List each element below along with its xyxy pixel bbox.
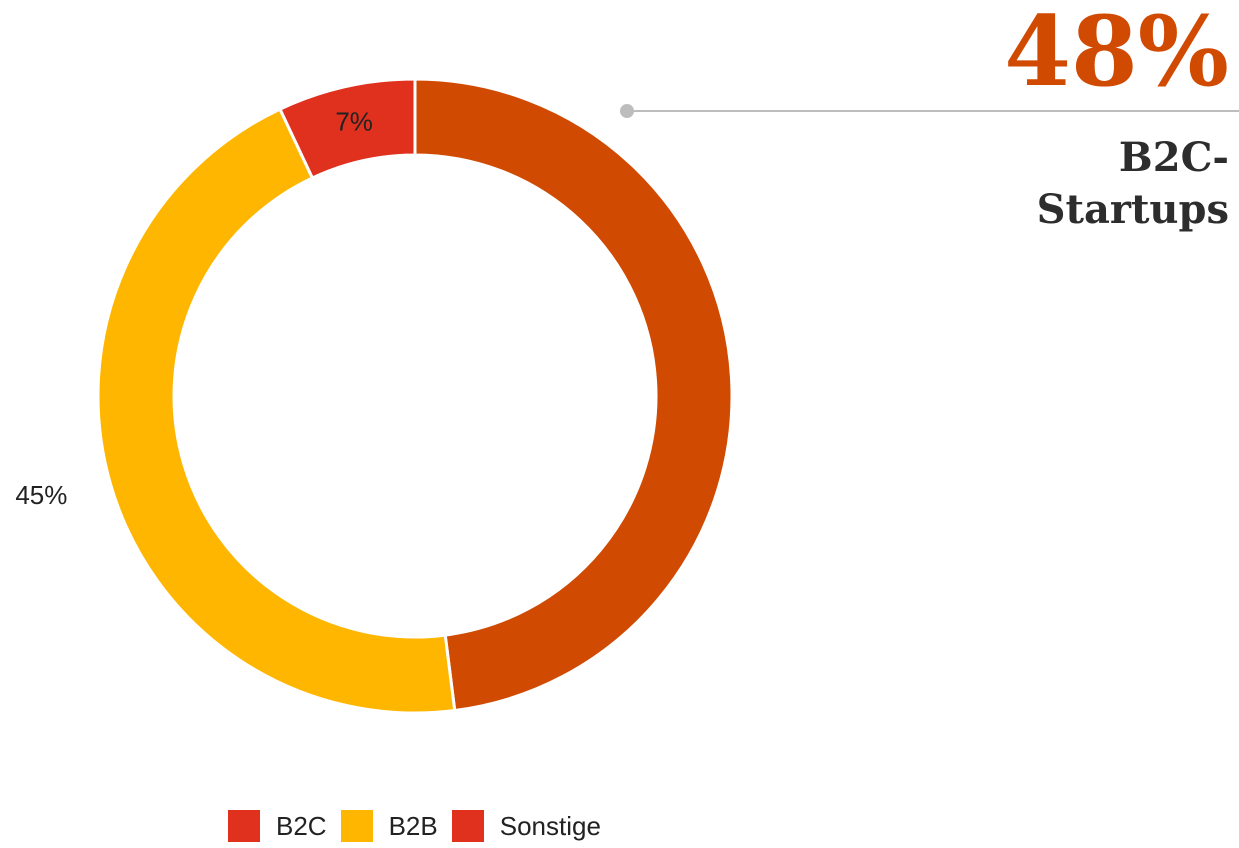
legend-item-b2b[interactable]: B2B (340, 810, 438, 842)
callout-line (627, 110, 1239, 112)
callout-dot (620, 104, 634, 118)
slice-sonstige[interactable] (278, 77, 417, 180)
donut-chart: 45% 7% (15, 77, 734, 715)
slice-label-b2b: 45% (15, 480, 67, 510)
chart-legend: B2C B2B Sonstige (228, 810, 615, 842)
callout-caption: B2C-Startups (1036, 134, 1229, 233)
slice-b2b[interactable] (96, 107, 457, 715)
legend-label-b2b: B2B (388, 810, 438, 841)
legend-label-b2c: B2C (276, 810, 327, 841)
legend-swatch-b2c (228, 810, 260, 842)
callout-value: 48% (1004, 0, 1229, 108)
legend-swatch-sonstige (451, 810, 484, 842)
legend-item-b2c[interactable]: B2C (228, 810, 327, 842)
legend-item-sonstige[interactable]: Sonstige (451, 810, 601, 842)
legend-label-sonstige: Sonstige (499, 810, 601, 841)
legend-swatch-b2b (340, 810, 373, 842)
slice-label-sonstige: 7% (335, 107, 373, 137)
slice-b2c[interactable] (413, 77, 734, 713)
